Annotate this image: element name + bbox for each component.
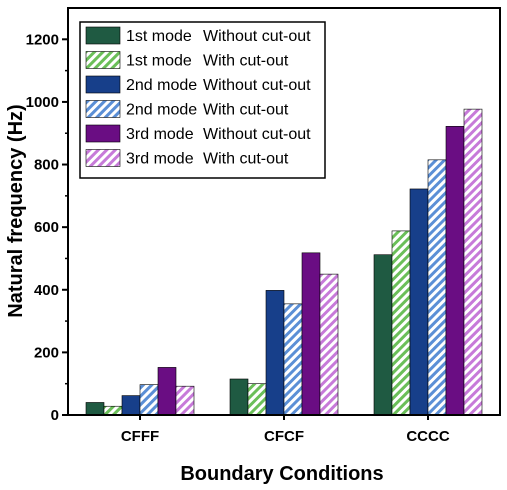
legend-variant-label: With cut-out: [203, 151, 289, 168]
bar-cccc-series-4: [427, 159, 447, 416]
legend-variant-label: With cut-out: [203, 102, 289, 119]
y-tick-label: 1200: [26, 31, 59, 48]
bar-cfff-series-1: [85, 402, 105, 416]
legend-mode-label: 1st mode: [126, 53, 192, 70]
y-tick-label: 1000: [26, 94, 59, 111]
bar-cfff-series-6: [175, 385, 195, 416]
legend-swatch: [85, 51, 121, 69]
legend-box: [79, 21, 326, 179]
bar-cccc-series-3: [409, 188, 429, 416]
x-category-label: CCCC: [406, 428, 449, 445]
legend-mode-label: 3rd mode: [126, 126, 194, 143]
legend-variant-label: Without cut-out: [203, 77, 311, 94]
y-tick-label: 600: [34, 219, 59, 236]
y-tick-label: 0: [51, 407, 59, 424]
bar-cfff-series-3: [121, 395, 141, 416]
bars-layer: [85, 108, 483, 416]
legend-swatch: [85, 26, 121, 45]
x-category-label: CFCF: [264, 428, 304, 445]
legend-mode-label: 2nd mode: [126, 102, 197, 119]
legend-variant-label: With cut-out: [203, 53, 289, 70]
legend-mode-label: 1st mode: [126, 28, 192, 45]
x-axis-title: Boundary Conditions: [180, 463, 383, 485]
legend-swatch: [85, 149, 121, 167]
legend-swatch: [85, 75, 121, 94]
bar-cfcf-series-2: [247, 383, 267, 416]
bar-cfcf-series-4: [283, 303, 303, 416]
bar-cfcf-series-3: [265, 290, 285, 416]
legend-variant-label: Without cut-out: [203, 126, 311, 143]
bar-cfcf-series-5: [301, 252, 321, 416]
legend-mode-label: 2nd mode: [126, 77, 197, 94]
bar-cfff-series-4: [139, 384, 159, 416]
y-tick-label: 400: [34, 282, 59, 299]
y-axis-title: Natural frequency (Hz): [5, 104, 27, 317]
bar-cccc-series-2: [391, 230, 411, 416]
legend: 1st mode Without cut-out 1st mode With cut-…: [79, 21, 326, 179]
y-axis-ticks: 0 200 400 600 800 1000 1200: [26, 31, 68, 424]
bar-cfcf-series-6: [319, 273, 339, 416]
bar-cccc-series-1: [373, 254, 393, 416]
bar-cccc-series-6: [463, 108, 483, 416]
x-axis-categories: CFFF CFCF CCCC: [121, 415, 450, 445]
y-tick-label: 800: [34, 157, 59, 174]
bar-cfff-series-5: [157, 367, 177, 416]
y-tick-label: 200: [34, 344, 59, 361]
legend-mode-label: 3rd mode: [126, 151, 194, 168]
bar-cfcf-series-1: [229, 378, 249, 416]
legend-swatch: [85, 124, 121, 143]
bar-cfff-series-2: [103, 405, 123, 416]
legend-variant-label: Without cut-out: [203, 28, 311, 45]
legend-swatch: [85, 100, 121, 118]
bar-cccc-series-5: [445, 126, 465, 416]
x-category-label: CFFF: [121, 428, 159, 445]
